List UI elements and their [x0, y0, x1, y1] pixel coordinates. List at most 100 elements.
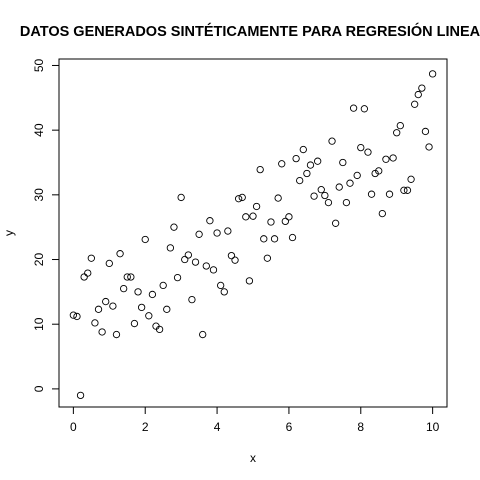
x-tick-label: 0 — [70, 420, 77, 434]
y-tick-label: 20 — [32, 253, 46, 267]
x-tick-label: 6 — [286, 420, 293, 434]
data-point — [267, 218, 275, 226]
data-point — [159, 281, 167, 290]
data-point — [69, 311, 78, 319]
data-point — [396, 121, 404, 130]
data-point — [256, 165, 264, 174]
data-point — [76, 391, 85, 400]
data-point — [245, 277, 254, 285]
data-point — [170, 223, 178, 231]
data-point — [310, 192, 318, 200]
x-tick-label: 10 — [426, 420, 440, 434]
data-point — [102, 297, 110, 306]
data-point — [94, 305, 103, 313]
data-point — [418, 84, 426, 92]
data-point — [80, 273, 88, 281]
data-point — [360, 105, 369, 113]
data-point — [428, 70, 437, 78]
y-tick-label: 30 — [32, 188, 46, 202]
data-point — [364, 148, 372, 156]
data-point — [112, 330, 121, 339]
y-axis-label: y — [2, 230, 16, 236]
y-tick-label: 0 — [32, 385, 46, 392]
data-point — [127, 273, 135, 281]
y-tick-label: 50 — [32, 58, 46, 72]
data-point — [306, 161, 315, 169]
data-point — [328, 137, 336, 145]
data-point — [421, 127, 430, 136]
x-tick-label: 4 — [214, 420, 221, 434]
data-point — [393, 129, 401, 137]
data-point — [191, 258, 200, 266]
data-point — [231, 256, 239, 264]
data-point — [181, 255, 189, 264]
data-point — [116, 250, 124, 258]
data-point — [285, 213, 293, 221]
data-point — [357, 143, 365, 152]
data-point — [389, 154, 397, 162]
y-tick-label: 40 — [32, 123, 46, 137]
data-point — [378, 209, 386, 218]
data-point — [227, 251, 236, 260]
data-point — [87, 254, 95, 262]
data-point — [163, 305, 171, 313]
data-point — [353, 171, 361, 180]
x-tick-label: 8 — [357, 420, 364, 434]
data-point — [202, 262, 210, 270]
data-point — [349, 104, 358, 112]
data-point — [278, 160, 286, 168]
data-point — [195, 230, 203, 238]
data-point — [130, 319, 139, 328]
data-point — [260, 235, 268, 243]
data-point — [331, 219, 340, 227]
data-point — [148, 290, 157, 299]
data-point — [220, 288, 228, 296]
data-point — [270, 235, 279, 243]
x-axis-label: x — [250, 451, 256, 465]
data-point — [425, 143, 433, 151]
data-point — [303, 169, 311, 178]
data-point — [120, 284, 128, 293]
data-point — [155, 325, 164, 334]
data-point — [206, 217, 214, 225]
data-point — [84, 269, 92, 277]
data-point — [137, 303, 146, 312]
data-point — [314, 157, 322, 165]
data-point — [281, 217, 289, 226]
data-point — [288, 233, 297, 242]
data-point — [299, 145, 307, 154]
data-point — [213, 229, 221, 237]
data-point — [263, 254, 272, 262]
data-point — [177, 193, 185, 202]
data-point — [407, 175, 415, 183]
data-point — [403, 186, 412, 194]
data-point — [188, 295, 196, 304]
data-point — [238, 193, 246, 202]
data-point — [242, 213, 250, 221]
data-point — [346, 179, 354, 187]
data-point — [375, 167, 383, 175]
chart-title: DATOS GENERADOS SINTÉTICAMENTE PARA REGR… — [20, 22, 480, 40]
data-point — [199, 330, 207, 339]
data-point — [400, 186, 408, 194]
x-tick-label: 2 — [142, 420, 149, 434]
data-point — [141, 235, 149, 244]
data-point — [385, 190, 394, 198]
data-point — [292, 154, 300, 163]
data-point — [105, 259, 113, 268]
data-point — [217, 281, 225, 290]
data-point — [234, 195, 243, 203]
data-point — [382, 155, 390, 163]
data-point — [321, 191, 329, 200]
y-tick-label: 10 — [32, 317, 46, 331]
data-point — [324, 198, 333, 207]
y-axis: 0 10 20 30 40 50 — [32, 58, 60, 392]
data-point — [414, 90, 422, 99]
data-point — [109, 302, 117, 310]
data-point — [252, 202, 261, 211]
data-point — [209, 266, 218, 274]
data-point — [335, 183, 343, 191]
data-point — [339, 158, 347, 167]
data-point — [145, 312, 153, 320]
